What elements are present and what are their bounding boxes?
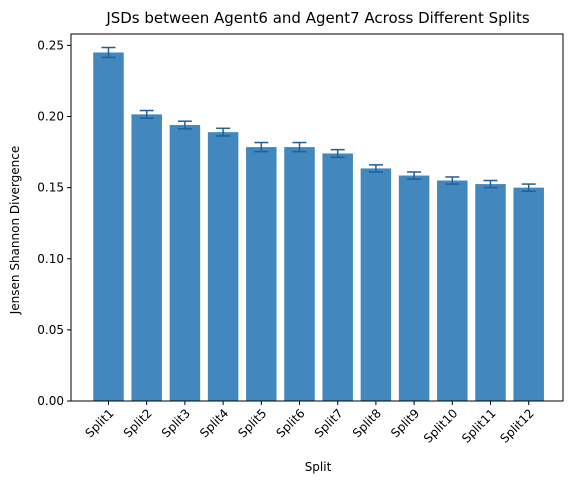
x-tick-label: Split6 <box>274 406 308 440</box>
x-tick-label: Split12 <box>497 406 537 446</box>
error-bar-split5 <box>254 141 269 153</box>
bar-split1 <box>93 52 124 401</box>
y-tick-label: 0.25 <box>37 38 64 52</box>
x-tick-label: Split9 <box>388 406 422 440</box>
y-axis: 0.00 0.05 0.10 0.15 0.20 0.25 <box>37 38 71 408</box>
error-bar-split2 <box>139 109 154 119</box>
bar-split12 <box>513 187 544 401</box>
x-tick-label: Split5 <box>235 406 269 440</box>
x-tick-label: Split8 <box>350 406 384 440</box>
x-tick-label: Split10 <box>421 406 461 446</box>
bar-split11 <box>475 184 506 401</box>
error-bar-split3 <box>177 120 192 130</box>
x-tick-label: Split2 <box>121 406 155 440</box>
bar-split6 <box>284 147 315 401</box>
error-bar-split4 <box>216 127 231 137</box>
error-bar-split6 <box>292 141 307 153</box>
y-tick-label: 0.10 <box>37 252 64 266</box>
x-tick-label: Split11 <box>459 406 499 446</box>
error-bar-split11 <box>483 179 498 189</box>
bar-split5 <box>246 147 277 401</box>
x-tick-label: Split3 <box>159 406 193 440</box>
y-tick-label: 0.15 <box>37 181 64 195</box>
bar-split3 <box>169 125 201 401</box>
bar-split9 <box>398 175 430 401</box>
chart-title: JSDs between Agent6 and Agent7 Across Di… <box>105 9 530 27</box>
error-bar-split8 <box>368 164 383 173</box>
y-tick-label: 0.20 <box>37 110 64 124</box>
y-axis-label: Jensen Shannon Divergence <box>8 146 22 316</box>
plot-frame <box>70 33 564 402</box>
error-bar-split10 <box>445 176 460 185</box>
x-tick-label: Split1 <box>83 406 117 440</box>
error-bar-split9 <box>407 171 422 180</box>
bar-split7 <box>322 153 353 401</box>
bar-split4 <box>207 132 239 401</box>
error-bar-split12 <box>521 183 536 192</box>
x-axis: Split1 Split2 Split3 Split4 Split5 Split6 Spli… <box>83 401 537 446</box>
x-tick-label: Split4 <box>197 406 231 440</box>
bar-split8 <box>360 168 392 401</box>
x-tick-label: Split7 <box>312 406 346 440</box>
error-bars-group <box>101 46 536 192</box>
error-bar-split1 <box>101 46 116 59</box>
bars-group <box>93 52 544 402</box>
bar-split10 <box>437 180 468 401</box>
x-axis-label: Split <box>305 460 332 474</box>
bar-split2 <box>131 114 162 402</box>
y-tick-label: 0.00 <box>37 394 64 408</box>
y-tick-label: 0.05 <box>37 323 64 337</box>
error-bar-split7 <box>330 148 345 159</box>
